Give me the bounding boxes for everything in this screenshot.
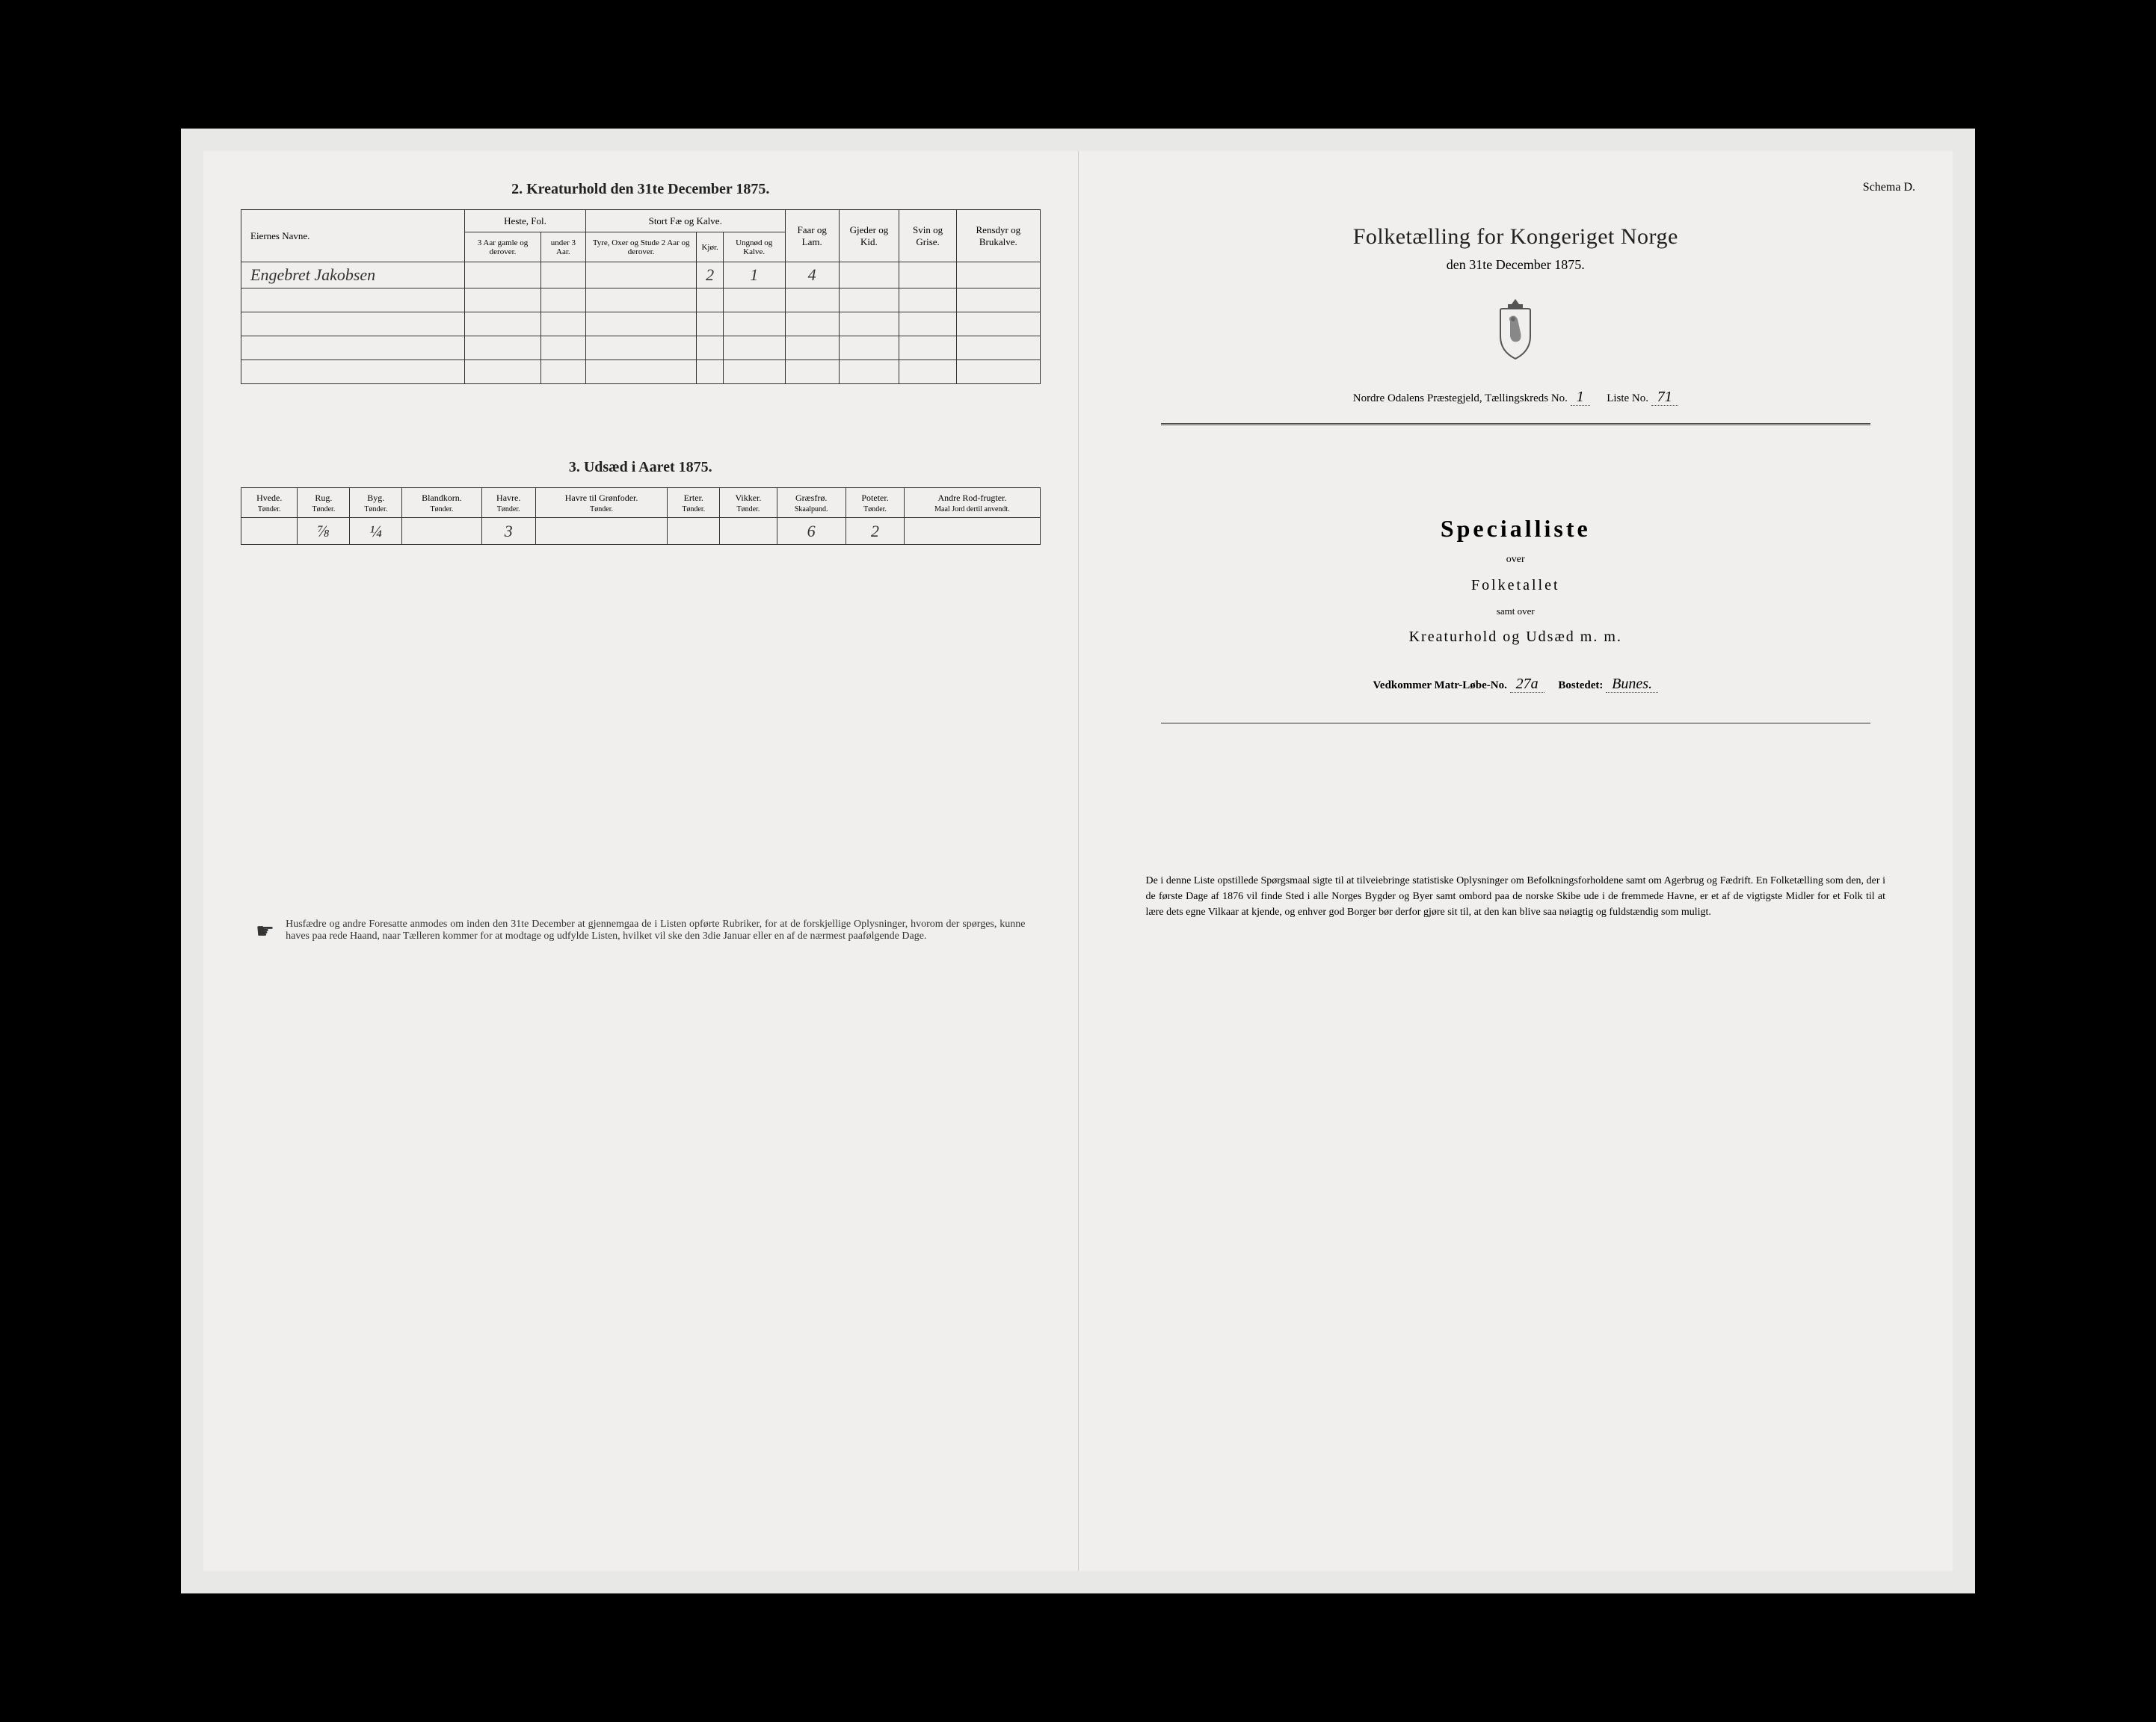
col-heste-under3: under 3 Aar. bbox=[540, 232, 585, 262]
col-graesfro: Græsfrø.Skaalpund. bbox=[777, 488, 846, 518]
location-line: Nordre Odalens Præstegjeld, Tællingskred… bbox=[1116, 389, 1916, 412]
table-row bbox=[241, 312, 1041, 336]
section2-title: 2. Kreaturhold den 31te December 1875. bbox=[241, 181, 1041, 198]
cell bbox=[668, 518, 720, 545]
footer-note: ☛ Husfædre og andre Foresatte anmodes om… bbox=[241, 919, 1041, 944]
main-title: Folketælling for Kongeriget Norge bbox=[1116, 224, 1916, 250]
col-ungnod: Ungnød og Kalve. bbox=[723, 232, 785, 262]
owner-name: Engebret Jakobsen bbox=[241, 262, 465, 288]
cell: 3 bbox=[481, 518, 535, 545]
col-byg: Byg.Tønder. bbox=[350, 488, 402, 518]
cell bbox=[540, 262, 585, 288]
cell: 1 bbox=[723, 262, 785, 288]
cell bbox=[720, 518, 777, 545]
cell: ⅞ bbox=[298, 518, 350, 545]
col-heste: Heste, Fol. bbox=[465, 210, 586, 232]
cell bbox=[899, 262, 957, 288]
cell bbox=[839, 262, 899, 288]
col-hvede: Hvede.Tønder. bbox=[241, 488, 298, 518]
bottom-paragraph: De i denne Liste opstillede Spørgsmaal s… bbox=[1116, 873, 1916, 920]
right-page: Schema D. Folketælling for Kongeriget No… bbox=[1079, 151, 1953, 1571]
kreaturhold-table: Eiernes Navne. Heste, Fol. Stort Fæ og K… bbox=[241, 209, 1041, 384]
over-text: over bbox=[1116, 554, 1916, 566]
cell: 4 bbox=[785, 262, 839, 288]
col-heste-3aar: 3 Aar gamle og derover. bbox=[465, 232, 541, 262]
pointing-hand-icon: ☛ bbox=[256, 919, 274, 944]
liste-no: 71 bbox=[1651, 389, 1678, 406]
cell bbox=[241, 518, 298, 545]
kreds-no: 1 bbox=[1571, 389, 1590, 406]
cell bbox=[402, 518, 481, 545]
kreatur-text: Kreaturhold og Udsæd m. m. bbox=[1116, 629, 1916, 646]
section3-title: 3. Udsæd i Aaret 1875. bbox=[241, 459, 1041, 476]
col-eiernes-navne: Eiernes Navne. bbox=[241, 210, 465, 262]
col-havre-gron: Havre til Grønfoder.Tønder. bbox=[535, 488, 667, 518]
matr-no: 27a bbox=[1510, 676, 1544, 693]
matr-label: Vedkommer Matr-Løbe-No. bbox=[1373, 679, 1506, 691]
cell bbox=[465, 262, 541, 288]
bostedet-label: Bostedet: bbox=[1558, 679, 1603, 691]
col-rensdyr: Rensdyr og Brukalve. bbox=[957, 210, 1040, 262]
bostedet-value: Bunes. bbox=[1606, 676, 1658, 693]
cell: 6 bbox=[777, 518, 846, 545]
table-row: ⅞ ¼ 3 6 2 bbox=[241, 518, 1041, 545]
col-vikker: Vikker.Tønder. bbox=[720, 488, 777, 518]
col-blandkorn: Blandkorn.Tønder. bbox=[402, 488, 481, 518]
col-andre: Andre Rod-frugter.Maal Jord dertil anven… bbox=[905, 488, 1040, 518]
cell: ¼ bbox=[350, 518, 402, 545]
col-havre: Havre.Tønder. bbox=[481, 488, 535, 518]
cell bbox=[585, 262, 697, 288]
cell: 2 bbox=[697, 262, 723, 288]
document-scan: 2. Kreaturhold den 31te December 1875. E… bbox=[181, 129, 1975, 1593]
specialliste-title: Specialliste bbox=[1116, 515, 1916, 543]
col-faar: Faar og Lam. bbox=[785, 210, 839, 262]
col-gjeder: Gjeder og Kid. bbox=[839, 210, 899, 262]
table-row bbox=[241, 288, 1041, 312]
location-mid: Præstegjeld, Tællingskreds No. bbox=[1427, 392, 1568, 404]
col-tyre: Tyre, Oxer og Stude 2 Aar og derover. bbox=[585, 232, 697, 262]
samt-text: samt over bbox=[1116, 605, 1916, 617]
col-svin: Svin og Grise. bbox=[899, 210, 957, 262]
schema-label: Schema D. bbox=[1116, 181, 1916, 194]
cell bbox=[957, 262, 1040, 288]
cell: 2 bbox=[846, 518, 905, 545]
liste-label: Liste No. bbox=[1607, 392, 1648, 404]
col-rug: Rug.Tønder. bbox=[298, 488, 350, 518]
table-row: Engebret Jakobsen 2 1 4 bbox=[241, 262, 1041, 288]
col-erter: Erter.Tønder. bbox=[668, 488, 720, 518]
left-page: 2. Kreaturhold den 31te December 1875. E… bbox=[203, 151, 1079, 1571]
praestegjeld-name: Nordre Odalens bbox=[1353, 392, 1424, 404]
cell bbox=[535, 518, 667, 545]
col-poteter: Poteter.Tønder. bbox=[846, 488, 905, 518]
table-row bbox=[241, 360, 1041, 384]
udsaed-table: Hvede.Tønder. Rug.Tønder. Byg.Tønder. Bl… bbox=[241, 487, 1041, 545]
table-row bbox=[241, 336, 1041, 360]
cell bbox=[905, 518, 1040, 545]
col-kjor: Kjør. bbox=[697, 232, 723, 262]
folketallet-text: Folketallet bbox=[1116, 577, 1916, 594]
vedkommer-line: Vedkommer Matr-Løbe-No. 27a Bostedet: Bu… bbox=[1116, 676, 1916, 693]
coat-of-arms-icon bbox=[1116, 295, 1916, 366]
sub-title: den 31te December 1875. bbox=[1116, 257, 1916, 273]
divider bbox=[1161, 423, 1871, 425]
col-stort-fae: Stort Fæ og Kalve. bbox=[585, 210, 785, 232]
footer-text: Husfædre og andre Foresatte anmodes om i… bbox=[286, 919, 1025, 942]
